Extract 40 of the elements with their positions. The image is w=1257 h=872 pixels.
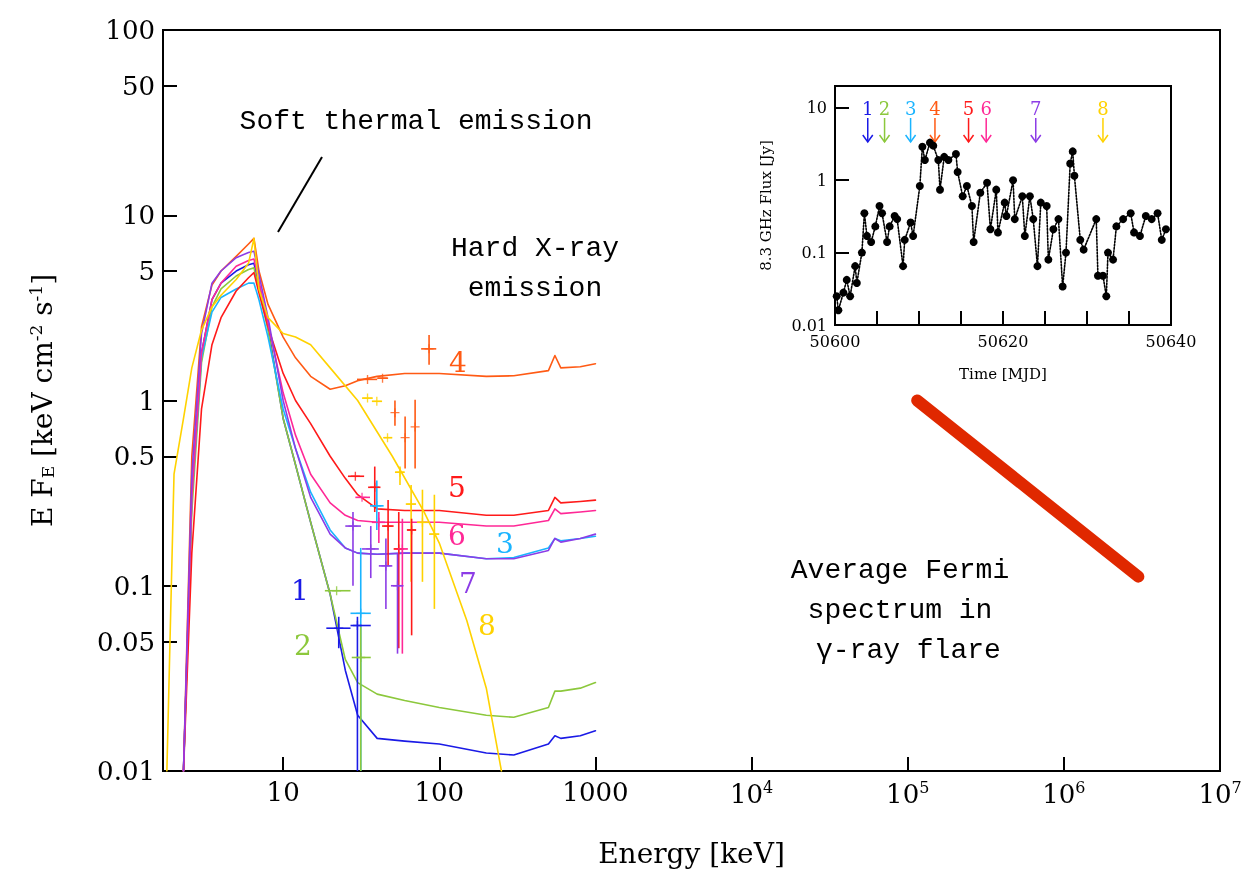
y-tick-label: 10 bbox=[121, 200, 155, 231]
annotation: Hard X-ray emission bbox=[450, 232, 620, 304]
y-tick-label: 10 bbox=[806, 98, 827, 118]
annotation: 6 bbox=[980, 97, 992, 119]
annotation: 1 bbox=[862, 97, 874, 119]
x-axis-title: Time [MJD] bbox=[959, 364, 1047, 383]
annotation: 3 bbox=[496, 526, 514, 560]
x-tick-label: 100 bbox=[414, 777, 465, 807]
y-tick-label: 50 bbox=[121, 70, 155, 101]
y-axis-title: E FE [keV cm-2 s-1] bbox=[25, 273, 59, 528]
annotation: 4 bbox=[449, 345, 467, 379]
annotation: 7 bbox=[459, 566, 477, 600]
annotation: 4 bbox=[929, 97, 941, 119]
y-tick-label: 0.5 bbox=[113, 441, 155, 472]
x-tick-label: 10 bbox=[266, 777, 300, 807]
annotation: Average Fermi spectrum in γ-ray flare bbox=[790, 554, 1010, 666]
y-tick-label: 0.01 bbox=[97, 756, 155, 786]
annotation: 2 bbox=[294, 628, 312, 662]
annotation: 5 bbox=[962, 97, 975, 119]
y-tick-label: 0.1 bbox=[801, 243, 827, 263]
y-tick-label: 100 bbox=[105, 15, 155, 45]
annotation: 7 bbox=[1030, 97, 1042, 119]
annotation: 1 bbox=[291, 573, 309, 607]
annotation: 8 bbox=[478, 608, 496, 642]
x-tick-label: 50620 bbox=[977, 331, 1029, 351]
annotation: 3 bbox=[904, 97, 917, 119]
y-tick-label: 0.05 bbox=[97, 626, 155, 657]
annotation: 5 bbox=[448, 470, 466, 504]
y-tick-label: 1 bbox=[138, 385, 155, 416]
x-axis-title: Energy [keV] bbox=[598, 836, 785, 870]
x-tick-label: 50640 bbox=[1145, 331, 1197, 351]
y-axis-title: 8.3 GHz Flux [Jy] bbox=[756, 140, 775, 271]
y-tick-label: 5 bbox=[138, 256, 155, 287]
y-tick-label: 1 bbox=[816, 170, 827, 190]
annotation: 6 bbox=[448, 518, 466, 552]
annotation: 8 bbox=[1097, 97, 1109, 119]
y-tick-label: 0.1 bbox=[113, 570, 155, 601]
annotation: 2 bbox=[878, 97, 891, 119]
x-tick-label: 1000 bbox=[562, 777, 629, 807]
annotation: Soft thermal emission bbox=[239, 105, 593, 137]
